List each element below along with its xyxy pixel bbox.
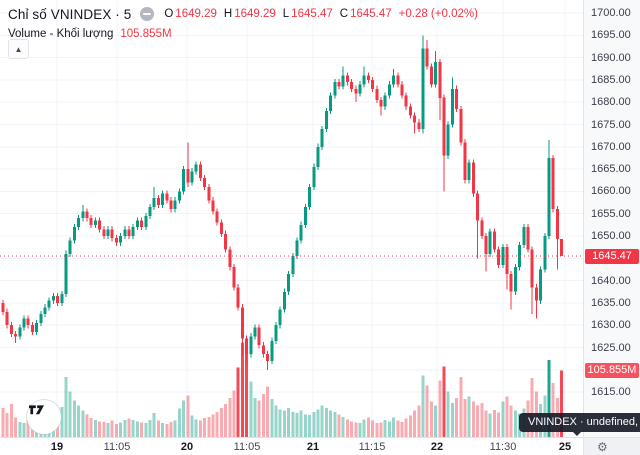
- price-tick-label: 1685.00: [591, 73, 631, 86]
- high-label: H: [223, 8, 233, 20]
- pane-maximize-icon: ▲: [14, 44, 23, 54]
- price-tick-label: 1675.00: [591, 118, 631, 131]
- volume-label[interactable]: Volume - Khối lượng: [8, 28, 114, 40]
- price-tick-label: 1660.00: [591, 185, 631, 198]
- time-tick-hour: 11:30: [489, 441, 517, 453]
- price-tick-label: 1700.00: [591, 7, 631, 19]
- axis-settings-corner: ⚙: [583, 437, 640, 455]
- symbol-title[interactable]: Chỉ số VNINDEX · 5: [8, 6, 132, 22]
- legend-main-row: Chỉ số VNINDEX · 5 O 1649.29 H 1649.29 L 16…: [8, 5, 478, 23]
- price-tick-label: 1650.00: [591, 230, 631, 242]
- ohlc-values: O 1649.29 H 1649.29 L 1645.47 C 1645.47 +0.2…: [164, 8, 478, 20]
- time-axis[interactable]: 19 11:05 20 11:05 21 11:15 22 11:30 25: [0, 437, 640, 455]
- price-axis[interactable]: 1615.001620.001625.001630.001635.001640.…: [583, 0, 640, 437]
- price-tick-label: 1615.00: [591, 386, 631, 399]
- gear-icon[interactable]: ⚙: [597, 440, 608, 454]
- close-label: C: [339, 8, 349, 20]
- current-price-badge: 1645.47: [585, 248, 639, 264]
- price-tick-label: 1630.00: [591, 319, 631, 332]
- time-tick-day: 22: [430, 441, 444, 453]
- price-tick-label: 1680.00: [591, 96, 631, 109]
- legend: Chỉ số VNINDEX · 5 O 1649.29 H 1649.29 L 16…: [8, 5, 478, 42]
- maximize-pane-button[interactable]: ▲: [8, 39, 29, 59]
- change-value: +0.28 (+0.02%): [398, 8, 478, 20]
- open-label: O: [164, 8, 174, 20]
- price-tick-label: 1695.00: [591, 29, 631, 42]
- price-tick-label: 1655.00: [591, 207, 631, 220]
- tradingview-logo-icon: [29, 405, 44, 415]
- price-tick-label: 1670.00: [591, 140, 631, 153]
- chart-plot-area[interactable]: [0, 0, 583, 437]
- price-tick-label: 1640.00: [591, 274, 631, 287]
- time-tick-hour: 11:05: [233, 441, 261, 453]
- current-volume-badge: 105.855M: [585, 362, 639, 378]
- price-tick-label: 1690.00: [591, 51, 631, 64]
- price-tick-label: 1635.00: [591, 296, 631, 309]
- minus-icon: [143, 13, 152, 15]
- volume-value: 105.855M: [120, 28, 172, 40]
- time-tick-day: 21: [306, 441, 320, 453]
- low-value: 1645.47: [291, 8, 333, 20]
- time-tick-day: 19: [50, 441, 64, 453]
- legend-collapse-button[interactable]: [140, 7, 155, 21]
- volume-legend-row: Volume - Khối lượng 105.855M: [8, 26, 478, 42]
- low-label: L: [282, 8, 290, 20]
- price-tick-label: 1665.00: [591, 163, 631, 176]
- time-tick-hour: 11:05: [103, 441, 131, 453]
- candlestick-volume-canvas[interactable]: [0, 0, 583, 437]
- time-tick-hour: 11:15: [358, 441, 386, 453]
- time-tick-day: 20: [180, 441, 194, 453]
- price-tick-label: 1625.00: [591, 341, 631, 354]
- time-tick-day: 25: [558, 441, 572, 453]
- close-value: 1645.47: [350, 8, 392, 20]
- open-value: 1649.29: [175, 8, 217, 20]
- tradingview-logo[interactable]: [27, 400, 61, 434]
- high-value: 1649.29: [234, 8, 276, 20]
- symbol-tooltip: VNINDEX · undefined, 5: [519, 413, 640, 436]
